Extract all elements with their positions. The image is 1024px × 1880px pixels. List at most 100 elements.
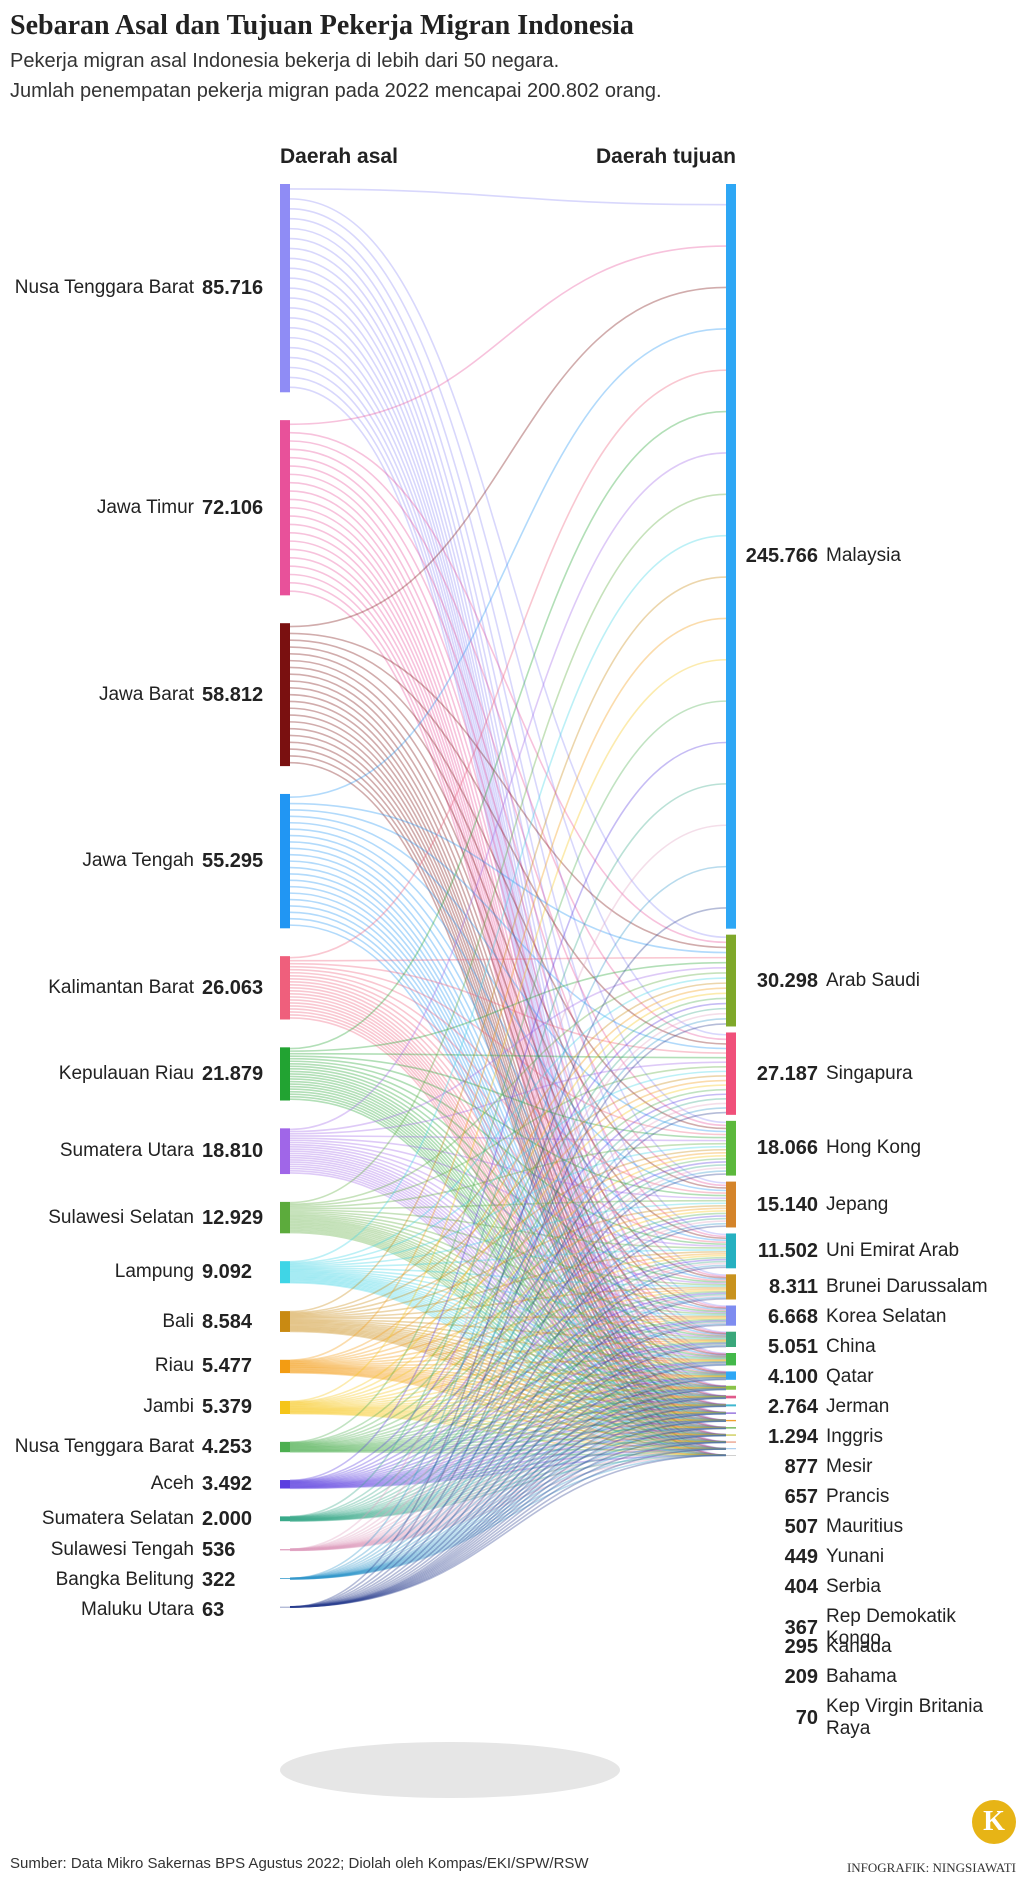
target-value: 245.766 [745,545,818,568]
flow-line [289,1220,727,1551]
flow-line [289,307,727,1397]
target-node [726,1448,736,1450]
flow-line [289,1068,727,1338]
flow-line [289,1320,727,1519]
target-name: Korea Selatan [826,1305,947,1327]
flow-line [289,1173,727,1608]
source-value: 536 [202,1538,236,1561]
flow-line [289,714,727,1406]
flow-line [289,1167,727,1443]
flow-line [289,1454,727,1552]
source-name: Maluku Utara [81,1598,194,1620]
flow-line [289,1317,727,1407]
flow-line [289,666,727,1279]
flow-line [289,1420,727,1551]
flow-line [289,1343,727,1520]
flow-line [289,1085,727,1422]
flow-line [289,1215,727,1483]
source-node [280,793,290,929]
flow-line [289,1420,727,1488]
flow-line [289,237,727,1236]
flow-line [289,1319,727,1361]
flows [289,188,727,1608]
flow-line [289,1397,727,1551]
flow-line [289,1376,727,1448]
flow-line [289,523,727,1397]
flow-line [289,1207,727,1364]
flow-line [289,653,727,1189]
flow-line [289,982,727,1314]
flow-line [289,1066,727,1207]
flow-line [289,490,727,1334]
flow-line [289,1209,727,1249]
flow-line [289,617,727,1361]
flow-line [289,1292,727,1484]
flow-line [289,1409,727,1415]
flow-line [289,1107,727,1580]
flow-line [289,534,727,1263]
flow-line [289,1328,727,1443]
target-label: 8.311 Brunei Darussalam [730,1276,1020,1298]
flow-line [289,1404,727,1450]
source-name: Jawa Barat [98,683,194,705]
target-node [726,1371,736,1380]
source-name: Sulawesi Tengah [50,1538,194,1560]
flow-line [289,1434,727,1580]
flow-line [289,1405,727,1551]
flow-line [289,1405,727,1608]
flow-line [289,565,727,1436]
source-label: Aceh 3.492 [0,1472,280,1496]
target-label: 4.100 Qatar [730,1366,1020,1388]
flow-line [289,531,727,1406]
flow-line [289,965,727,1136]
flow-line [289,1224,727,1422]
flow-line [289,573,727,1443]
target-name: Prancis [826,1485,890,1507]
source-name: Sumatera Utara [59,1140,194,1162]
target-label: 5.051 China [730,1336,1020,1358]
flow-line [289,961,727,1052]
source-value: 72.106 [202,496,264,519]
flow-line [289,1441,727,1452]
source-name: Sumatera Selatan [41,1507,194,1529]
flow-line [289,1139,727,1247]
flow-line [289,1142,727,1208]
flow-line [289,1155,727,1404]
flow-line [289,1321,727,1389]
flow-line [289,1420,727,1451]
flow-line [289,1451,727,1457]
flow-line [289,1441,727,1608]
target-name: Hong Kong [826,1137,922,1159]
flow-line [289,1271,727,1377]
flow-line [289,1366,727,1389]
flow-line [289,1090,727,1436]
flow-line [289,783,727,1518]
flow-line [289,1161,727,1483]
flow-line [289,1135,727,1142]
flow-line [289,809,727,1050]
source-node [280,1128,290,1175]
flow-line [289,990,727,1388]
flow-line [289,1360,727,1448]
source-value: 3.492 [202,1473,253,1496]
flow-line [289,1007,727,1518]
flow-line [289,557,727,1429]
target-value: 367 [784,1616,818,1639]
source-label: Maluku Utara 63 [0,1598,280,1622]
flow-line [289,1205,727,1317]
target-value: 657 [784,1485,818,1508]
flow-line [289,1170,727,1580]
source-label: Sulawesi Selatan 12.929 [0,1206,280,1230]
source-node [280,1047,290,1101]
flow-line [289,1376,727,1486]
flow-line [289,1318,727,1341]
flow-line [289,1161,727,1422]
flow-line [289,892,727,1421]
flow-line [289,1434,727,1452]
flow-line [289,317,727,1406]
flow-line [289,1073,727,1375]
flow-line [289,498,727,1355]
flow-line [289,1324,727,1414]
